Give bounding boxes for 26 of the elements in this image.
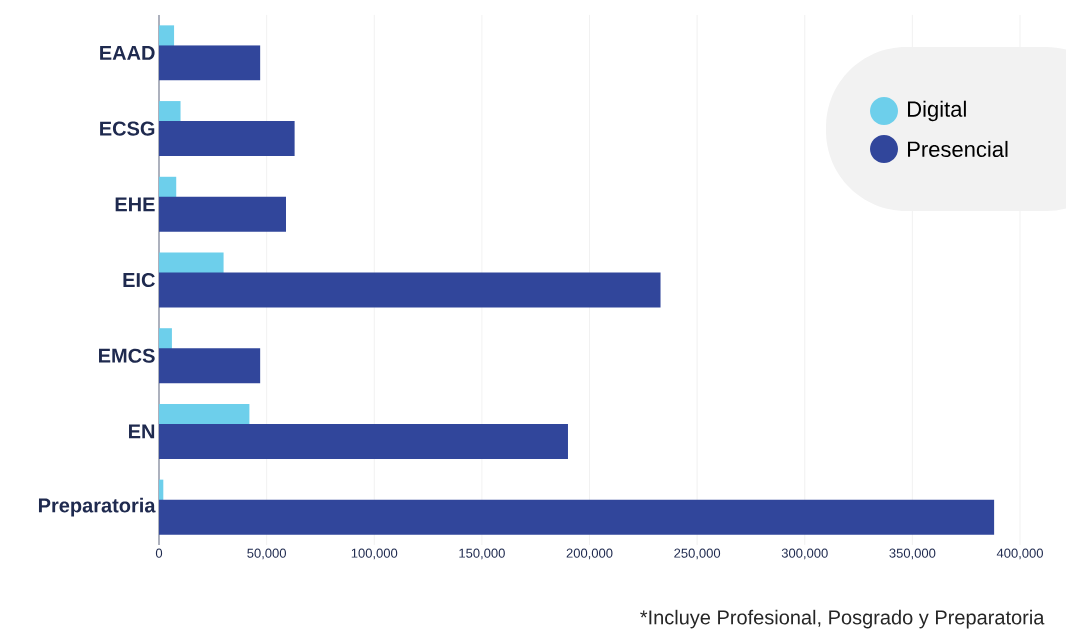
bar <box>159 272 661 308</box>
x-tick-label: 100,000 <box>351 548 398 560</box>
legend-label: Digital <box>908 100 966 122</box>
x-tick-label: 250,000 <box>674 548 721 560</box>
text: *Incluye Profesional, Posgrado y Preparatoria <box>640 609 1045 629</box>
y-tick-label: EMCS <box>99 348 155 363</box>
y-tick-label: ECSG <box>100 121 155 136</box>
x-tick-label: 50,000 <box>247 548 286 560</box>
x-tick-label: 350,000 <box>889 548 936 560</box>
y-tick-label: EAAD <box>100 45 155 60</box>
bar <box>159 423 568 459</box>
bar <box>159 45 261 81</box>
y-tick-label: EIC <box>123 272 155 288</box>
x-tick-label: 150,000 <box>459 548 505 560</box>
y-tick-label: EN <box>129 424 155 439</box>
x-tick-label: 0 <box>155 548 163 558</box>
x-tick-label: 200,000 <box>566 548 613 560</box>
bar <box>159 196 286 232</box>
x-tick-label: 400,000 <box>996 548 1043 560</box>
x-tick-label: 300,000 <box>781 548 828 560</box>
y-tick-label: EHE <box>115 197 155 212</box>
legend-label: Presencial <box>908 140 1008 158</box>
y-tick-label: Preparatoria <box>38 497 156 517</box>
bar <box>159 121 295 157</box>
bar <box>159 348 261 384</box>
bar <box>159 499 995 535</box>
